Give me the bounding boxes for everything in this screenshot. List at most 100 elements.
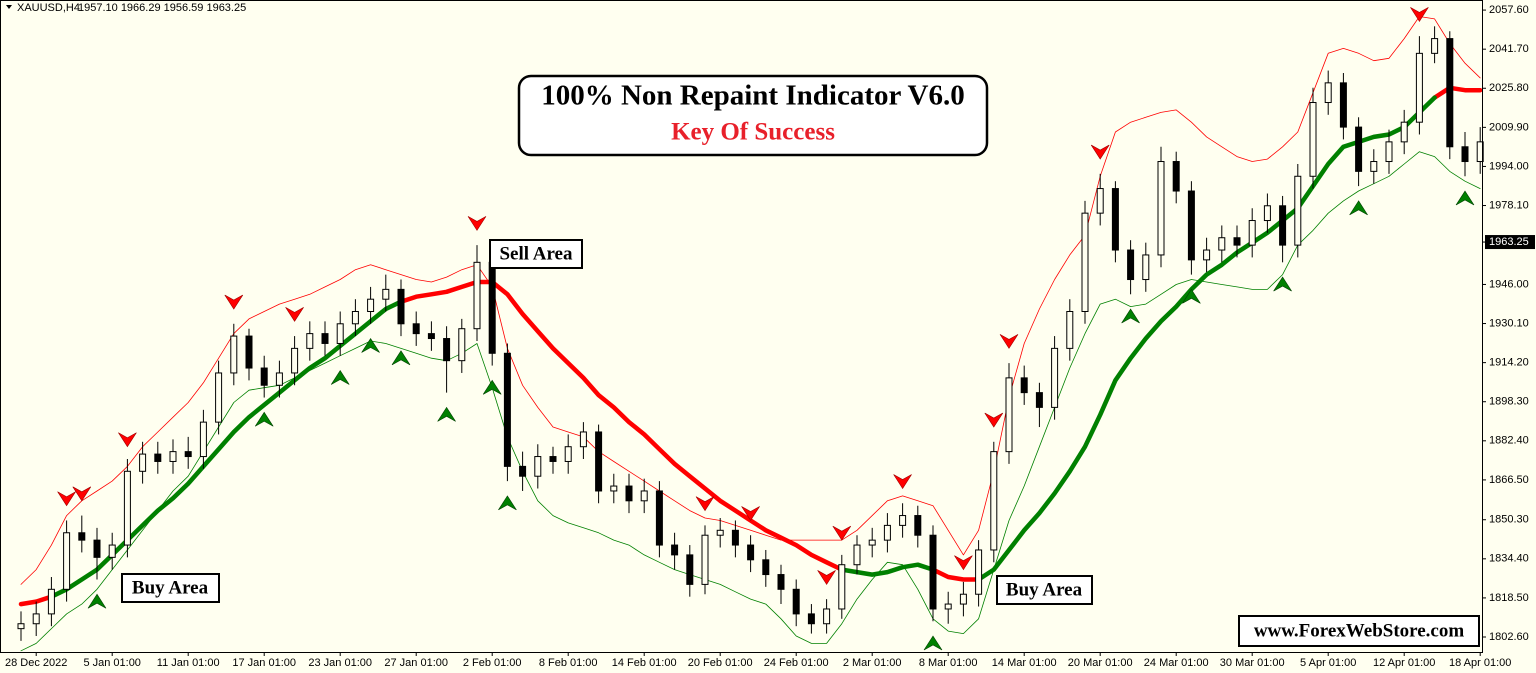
candle-body <box>595 431 603 492</box>
title-box <box>517 74 989 157</box>
candle-body <box>853 544 861 566</box>
sell-arrow <box>72 486 92 502</box>
buy-arrow <box>1273 276 1292 292</box>
symbol: XAUUSD,H4 <box>17 2 80 14</box>
candle-body <box>427 333 435 340</box>
sell-arrow <box>1090 144 1110 160</box>
annotation: Buy Area <box>1006 579 1083 600</box>
candle-body <box>1218 237 1226 251</box>
candle-body <box>47 588 55 615</box>
buy-arrow <box>1182 288 1201 304</box>
x-tick-label: 20 Mar 01:00 <box>1068 657 1133 669</box>
sell-arrow <box>984 412 1004 428</box>
annotation: Buy Area <box>132 577 209 598</box>
x-tick-label: 14 Mar 01:00 <box>992 657 1057 669</box>
candle-body <box>382 288 390 300</box>
sell-arrow <box>817 570 836 585</box>
candle-body <box>731 529 739 546</box>
x-tick-label: 30 Mar 01:00 <box>1220 657 1285 669</box>
x-tick-label: 11 Jan 01:00 <box>157 657 220 669</box>
chart-subtitle: Key Of Success <box>671 119 835 146</box>
candle-body <box>807 613 815 625</box>
candle-body <box>640 490 648 502</box>
candle-body <box>534 456 542 477</box>
sell-arrow <box>1410 7 1429 22</box>
chart-title: 100% Non Repaint Indicator V6.0 <box>541 80 965 112</box>
candle-body <box>1020 377 1028 394</box>
candle-body <box>488 261 496 354</box>
x-tick-label: 2 Feb 01:00 <box>463 657 522 669</box>
sell-arrow <box>832 525 852 541</box>
current-price-tag <box>1485 235 1535 250</box>
candle-body <box>838 564 846 610</box>
y-tick-label: 1802.60 <box>1489 631 1529 643</box>
buy-arrow <box>361 337 380 353</box>
buy-arrow <box>1455 190 1475 206</box>
x-tick-label: 5 Jan 01:00 <box>83 657 141 669</box>
candle-body <box>458 328 466 362</box>
candle-body <box>686 554 694 585</box>
plot-border <box>0 0 1483 653</box>
candle-body <box>321 333 329 344</box>
buy-arrow <box>437 406 456 422</box>
x-tick-label: 12 Apr 01:00 <box>1373 657 1435 669</box>
candle-body <box>914 515 922 536</box>
candle-body <box>1233 237 1241 246</box>
x-tick-label: 28 Dec 2022 <box>5 657 67 669</box>
annotation-box <box>489 239 583 269</box>
candle-body <box>1035 392 1043 408</box>
candle-body <box>1248 220 1256 246</box>
candle-body <box>959 593 967 605</box>
candle-body <box>503 352 511 467</box>
candle-body <box>1051 347 1059 408</box>
candle-body <box>990 451 998 551</box>
y-tick-label: 2041.70 <box>1489 43 1529 55</box>
sell-arrow <box>57 491 76 507</box>
buy-arrow <box>391 350 411 366</box>
x-tick-label: 24 Mar 01:00 <box>1144 657 1209 669</box>
candle-body <box>1127 249 1135 281</box>
sell-arrow <box>467 216 487 231</box>
buy-arrow <box>1121 308 1140 324</box>
candle-body <box>32 613 40 625</box>
y-tick-label: 2009.90 <box>1489 121 1529 133</box>
candle-body <box>1461 146 1469 163</box>
candle-body <box>306 333 314 349</box>
candle-body <box>108 544 116 558</box>
y-tick-label: 1850.30 <box>1489 514 1529 526</box>
sell-arrow <box>999 334 1019 349</box>
x-tick-label: 8 Feb 01:00 <box>539 657 598 669</box>
candle-body <box>1203 249 1211 261</box>
candle-body <box>701 534 709 585</box>
candle-body <box>519 465 527 477</box>
candle-body <box>275 372 283 386</box>
y-tick-label: 1818.50 <box>1489 592 1529 604</box>
candle-body <box>944 603 952 610</box>
candle-body <box>1476 141 1484 163</box>
annotation: Sell Area <box>499 243 573 264</box>
plot-area <box>17 7 1484 652</box>
y-tick-label: 2057.60 <box>1489 4 1529 16</box>
candle-body <box>1263 205 1271 222</box>
y-tick-label: 1930.10 <box>1489 317 1529 329</box>
annotation-box <box>121 573 220 603</box>
sell-arrow <box>954 555 973 571</box>
candle-body <box>260 367 268 386</box>
sell-arrow <box>118 432 137 448</box>
candle-body <box>1370 161 1378 172</box>
candle-body <box>564 446 572 462</box>
candle-body <box>215 372 223 423</box>
menu-icon[interactable] <box>6 5 12 9</box>
buy-arrow <box>498 495 517 511</box>
ohlc-values: 1957.10 1966.29 1956.59 1963.25 <box>78 2 246 14</box>
y-tick-label: 1834.40 <box>1489 553 1529 565</box>
candle-body <box>1400 121 1408 143</box>
buy-arrow <box>254 411 274 427</box>
candle-body <box>184 451 192 458</box>
candle-body <box>716 529 724 536</box>
candle-body <box>1142 254 1150 281</box>
candle-body <box>1339 82 1347 128</box>
candle-body <box>17 623 25 630</box>
candle-body <box>291 347 299 374</box>
